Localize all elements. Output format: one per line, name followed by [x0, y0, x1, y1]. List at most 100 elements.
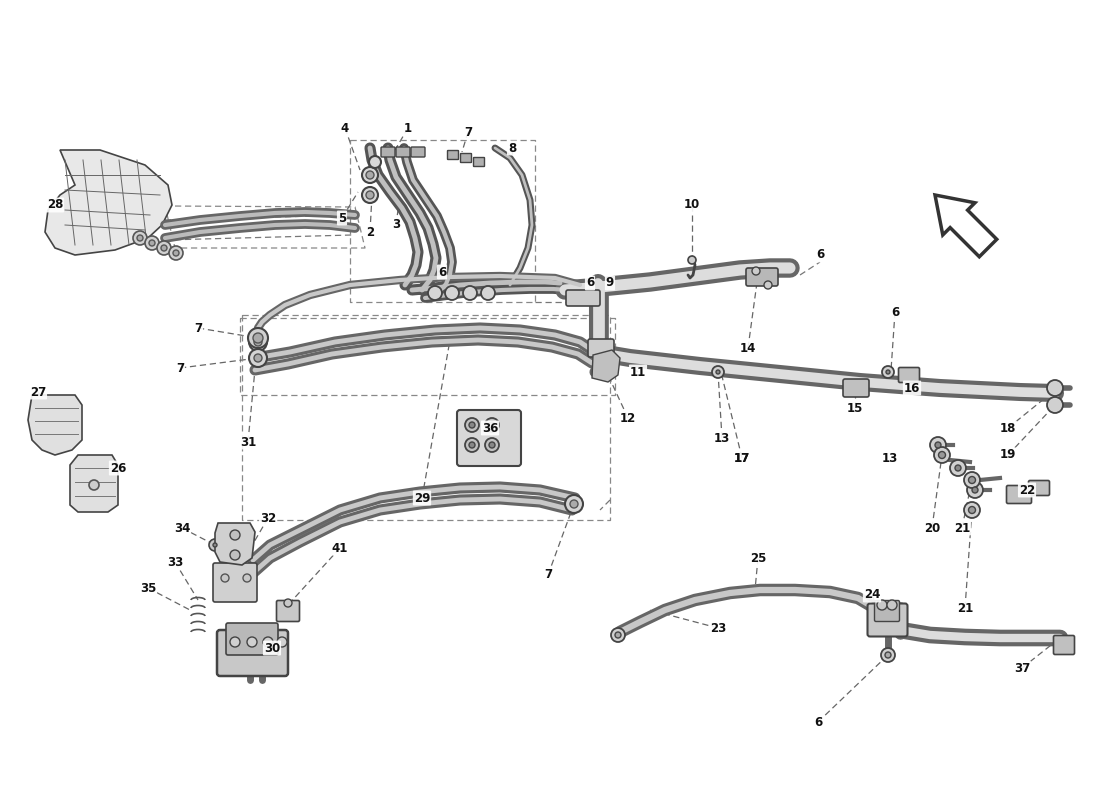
Text: 30: 30 — [264, 642, 280, 654]
Circle shape — [446, 286, 459, 300]
Text: 33: 33 — [167, 555, 183, 569]
Circle shape — [173, 250, 179, 256]
Circle shape — [465, 418, 478, 432]
Text: 41: 41 — [332, 542, 349, 554]
Circle shape — [886, 652, 891, 658]
Circle shape — [935, 442, 940, 448]
Circle shape — [366, 191, 374, 199]
Polygon shape — [45, 150, 172, 255]
Circle shape — [161, 245, 167, 251]
FancyBboxPatch shape — [566, 290, 600, 306]
Text: 36: 36 — [482, 422, 498, 434]
Circle shape — [362, 167, 378, 183]
FancyBboxPatch shape — [588, 339, 614, 357]
Text: 14: 14 — [740, 342, 756, 354]
Circle shape — [157, 241, 170, 255]
FancyBboxPatch shape — [473, 158, 484, 166]
FancyBboxPatch shape — [746, 268, 778, 286]
Polygon shape — [592, 350, 620, 382]
Text: 29: 29 — [414, 491, 430, 505]
Text: 13: 13 — [714, 431, 730, 445]
Text: 18: 18 — [1000, 422, 1016, 434]
Circle shape — [938, 451, 946, 458]
Circle shape — [485, 438, 499, 452]
Text: 6: 6 — [814, 715, 822, 729]
Circle shape — [169, 246, 183, 260]
Circle shape — [89, 480, 99, 490]
Circle shape — [950, 460, 966, 476]
FancyBboxPatch shape — [448, 150, 459, 159]
Text: 11: 11 — [630, 366, 646, 378]
FancyBboxPatch shape — [899, 367, 920, 382]
Text: 7: 7 — [543, 569, 552, 582]
Text: 6: 6 — [438, 266, 447, 278]
Text: 6: 6 — [816, 249, 824, 262]
Circle shape — [465, 438, 478, 452]
FancyBboxPatch shape — [396, 147, 410, 157]
FancyBboxPatch shape — [1006, 486, 1032, 503]
Circle shape — [263, 637, 273, 647]
FancyBboxPatch shape — [874, 601, 900, 622]
Circle shape — [145, 236, 160, 250]
Text: 3: 3 — [392, 218, 400, 231]
Circle shape — [254, 354, 262, 362]
Text: 25: 25 — [750, 551, 767, 565]
Circle shape — [221, 574, 229, 582]
Circle shape — [230, 550, 240, 560]
Text: 17: 17 — [734, 451, 750, 465]
Circle shape — [972, 487, 978, 493]
Circle shape — [243, 574, 251, 582]
Text: 24: 24 — [864, 589, 880, 602]
Text: 4: 4 — [341, 122, 349, 134]
Text: 8: 8 — [508, 142, 516, 154]
FancyBboxPatch shape — [456, 410, 521, 466]
Circle shape — [230, 637, 240, 647]
Text: 27: 27 — [30, 386, 46, 398]
Circle shape — [490, 422, 495, 428]
Circle shape — [248, 328, 268, 348]
Text: 2: 2 — [366, 226, 374, 238]
Text: 17: 17 — [734, 451, 750, 465]
Text: 10: 10 — [684, 198, 700, 211]
Circle shape — [934, 447, 950, 463]
FancyBboxPatch shape — [1028, 481, 1049, 495]
Circle shape — [882, 366, 894, 378]
Circle shape — [764, 281, 772, 289]
Polygon shape — [70, 455, 118, 512]
Text: 9: 9 — [606, 277, 614, 290]
FancyBboxPatch shape — [213, 563, 257, 602]
Circle shape — [463, 286, 477, 300]
Circle shape — [368, 156, 381, 168]
Circle shape — [254, 338, 262, 346]
FancyBboxPatch shape — [226, 623, 278, 655]
Text: 1: 1 — [404, 122, 412, 134]
FancyBboxPatch shape — [411, 147, 425, 157]
Circle shape — [968, 506, 976, 514]
FancyBboxPatch shape — [217, 630, 288, 676]
Circle shape — [133, 231, 147, 245]
Circle shape — [968, 477, 976, 483]
Circle shape — [481, 286, 495, 300]
FancyBboxPatch shape — [461, 154, 472, 162]
Text: 7: 7 — [176, 362, 184, 374]
Text: 26: 26 — [110, 462, 126, 474]
Circle shape — [877, 600, 887, 610]
Circle shape — [1047, 397, 1063, 413]
Text: 21: 21 — [957, 602, 974, 614]
Circle shape — [249, 333, 267, 351]
FancyBboxPatch shape — [276, 601, 299, 622]
Circle shape — [955, 465, 961, 471]
Circle shape — [428, 286, 442, 300]
Text: 16: 16 — [904, 382, 921, 394]
Circle shape — [213, 543, 217, 547]
Circle shape — [886, 370, 890, 374]
Text: 21: 21 — [954, 522, 970, 534]
Polygon shape — [935, 195, 997, 257]
FancyBboxPatch shape — [843, 379, 869, 397]
Text: 35: 35 — [140, 582, 156, 594]
Text: 23: 23 — [710, 622, 726, 634]
Text: 28: 28 — [47, 198, 63, 211]
Circle shape — [716, 370, 720, 374]
Text: 34: 34 — [174, 522, 190, 534]
Text: 20: 20 — [924, 522, 940, 534]
